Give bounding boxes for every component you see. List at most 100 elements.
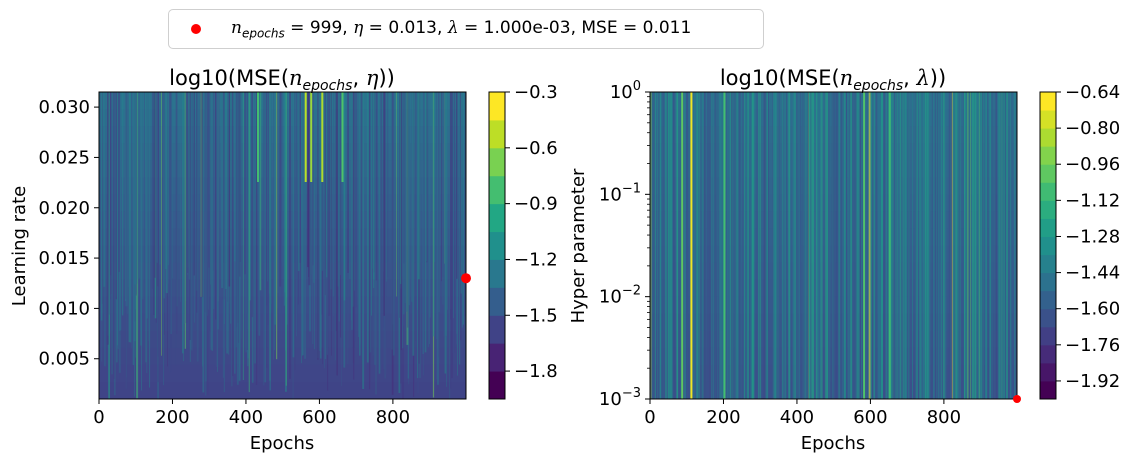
heatmap-stripe <box>426 92 428 263</box>
heatmap-stripe <box>103 92 106 287</box>
heatmap-stripe <box>959 92 961 399</box>
heatmap-stripe <box>358 92 360 337</box>
heatmap-stripe <box>444 92 447 374</box>
heatmap-stripe <box>183 92 184 362</box>
heatmap-stripe <box>650 92 652 399</box>
heatmap-stripe <box>245 92 247 353</box>
heatmap-stripe <box>376 92 378 290</box>
heatmap-stripe <box>738 92 741 399</box>
heatmap-stripe <box>848 92 851 399</box>
heatmap-stripe-bright <box>310 92 313 182</box>
heatmap-stripe <box>920 92 922 399</box>
heatmap-stripe <box>201 92 204 298</box>
heatmap-stripe <box>792 92 794 399</box>
heatmap-stripe <box>974 92 977 399</box>
heatmap-eta: 0 200 400 600 800 0.0050.0100.0150.0200.0250… <box>9 66 471 454</box>
heatmap-stripe <box>215 92 217 320</box>
heatmap-stripe <box>441 92 442 282</box>
heatmap-stripe <box>734 92 737 399</box>
heatmap-stripe <box>158 92 161 265</box>
heatmap-stripe <box>331 92 332 356</box>
heatmap-stripe <box>702 92 704 399</box>
heatmap-band <box>99 330 466 349</box>
heatmap-stripe-bright <box>341 92 344 182</box>
heatmap-stripe <box>228 92 231 287</box>
heatmap-stripe <box>1005 92 1006 399</box>
heatmap-stripe <box>746 92 748 399</box>
heatmap-stripe <box>238 92 240 367</box>
heatmap-stripe <box>172 92 173 279</box>
heatmap-stripe <box>954 92 957 399</box>
heatmap-stripe <box>217 92 219 330</box>
heatmap-stripe <box>429 92 430 344</box>
colorbar-band <box>1040 290 1056 310</box>
heatmap-stripe <box>903 92 905 399</box>
heatmap-stripe <box>338 92 340 261</box>
heatmap-stripe <box>968 92 970 399</box>
heatmap-stripe <box>292 92 295 358</box>
heatmap-stripe <box>279 92 282 287</box>
heatmap-stripe <box>369 92 371 390</box>
heatmap-stripe <box>970 92 971 399</box>
heatmap-stripe <box>671 92 673 399</box>
heatmap-stripe <box>151 92 154 289</box>
heatmap-stripe <box>964 92 966 399</box>
colorbar-tick-label: −0.96 <box>1065 154 1120 175</box>
heatmap-stripe <box>407 92 409 379</box>
heatmap-eta-stripes <box>100 92 466 399</box>
heatmap-stripe <box>442 92 444 305</box>
legend-mse: 0.011 <box>642 18 692 38</box>
heatmap-stripe <box>153 92 155 315</box>
y-tick-label: 10−1 <box>599 181 641 205</box>
heatmap-stripe <box>1009 92 1011 399</box>
colorbar-band <box>489 175 505 205</box>
heatmap-stripe <box>811 92 814 399</box>
heatmap-stripe <box>817 92 819 399</box>
heatmap-stripe <box>251 92 253 279</box>
heatmap-stripe <box>375 92 378 281</box>
heatmap-stripe <box>842 92 843 399</box>
heatmap-stripe <box>936 92 938 399</box>
heatmap-lambda: 0 200 400 600 800 10−3 10−2 10−1 100 log10(MSE(… <box>568 66 1021 454</box>
x-tick-label: 200 <box>155 407 189 428</box>
heatmap-stripe <box>797 92 799 399</box>
heatmap-stripe <box>396 92 397 297</box>
heatmap-stripe <box>383 92 385 316</box>
heatmap-stripe <box>833 92 836 399</box>
heatmap-stripe <box>357 92 359 305</box>
heatmap-stripe <box>915 92 917 399</box>
heatmap-stripe <box>366 92 369 363</box>
heatmap-stripe <box>998 92 1000 399</box>
heatmap-stripe <box>142 92 144 300</box>
colorbar-band <box>1040 308 1056 328</box>
x-tick-label: 200 <box>706 407 740 428</box>
colorbar-eta-bands <box>489 92 505 400</box>
heatmap-stripe <box>851 92 853 399</box>
heatmap-stripe <box>696 92 698 399</box>
y-tick-label: 10−2 <box>599 284 641 308</box>
heatmap-stripe <box>226 92 229 354</box>
colorbar-band <box>1040 110 1056 129</box>
heatmap-stripe <box>284 92 286 293</box>
heatmap-stripe <box>459 92 461 365</box>
colorbar-lambda-ticks: −1.92 −1.76 −1.60 −1.44 −1.28 −1.12 −0.96 −0.80… <box>1056 82 1120 392</box>
colorbar-band <box>1040 146 1056 165</box>
heatmap-stripe <box>658 92 660 399</box>
heatmap-stripe <box>654 92 656 399</box>
heatmap-stripe <box>958 92 961 399</box>
heatmap-stripe <box>408 92 411 306</box>
heatmap-stripe <box>298 92 301 263</box>
heatmap-stripe <box>349 92 351 279</box>
colorbar-tick-label: −0.6 <box>514 138 558 159</box>
heatmap-stripe <box>867 92 868 399</box>
heatmap-stripe <box>392 92 394 325</box>
heatmap-stripe <box>310 92 312 275</box>
heatmap-stripe <box>732 92 734 399</box>
heatmap-stripe <box>820 92 822 399</box>
heatmap-stripe <box>405 92 408 312</box>
colorbar-band <box>1040 272 1056 292</box>
heatmap-stripe <box>872 92 875 399</box>
heatmap-stripe <box>694 92 696 399</box>
heatmap-stripe <box>432 92 435 337</box>
x-tick-label: 0 <box>644 407 655 428</box>
